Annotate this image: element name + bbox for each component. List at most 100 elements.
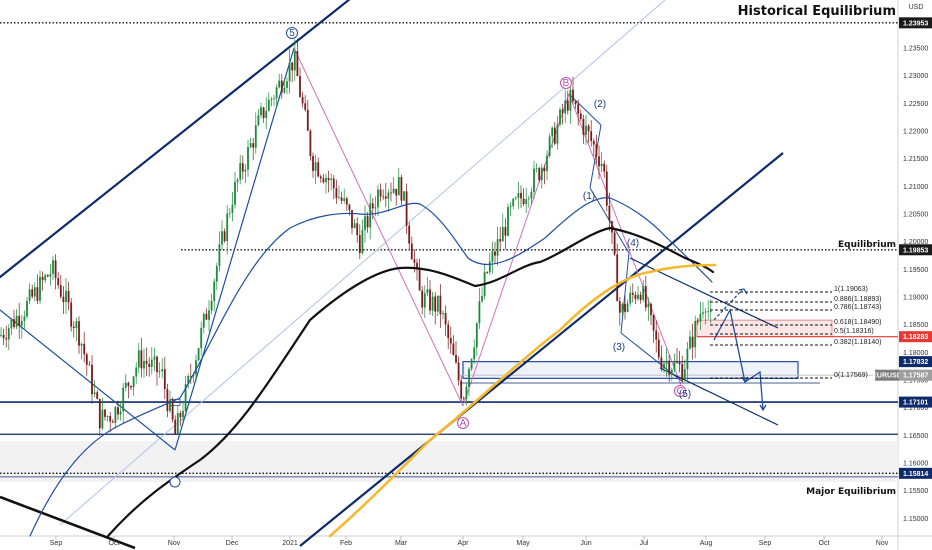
candle-body (65, 290, 67, 303)
candle-body (312, 156, 314, 171)
candle-body (410, 243, 413, 260)
candle-body (80, 343, 83, 346)
candle-body (15, 315, 18, 327)
candle-body (189, 375, 192, 377)
candle-body (577, 104, 580, 114)
candle-body (348, 204, 351, 211)
x-tick-label: Jul (640, 540, 649, 547)
y-tick-label: 1.18000 (903, 350, 928, 357)
candle-body (0, 334, 2, 336)
candle-body (442, 313, 444, 315)
candle-body (494, 251, 496, 256)
fib-label: 0.886(1.18893) (834, 296, 881, 303)
candle-body (275, 87, 278, 99)
candle-body (44, 275, 47, 281)
wave-line-a (0, 309, 176, 451)
candle-body (195, 360, 197, 375)
price-tag-label: 1.18283 (903, 334, 928, 341)
candle-body (358, 235, 361, 254)
candle-body (431, 296, 434, 311)
candle-body (382, 196, 385, 198)
candle-body (23, 316, 26, 322)
x-tick-label: Sep (50, 540, 63, 547)
grid-layer (0, 22, 898, 478)
candle-body (470, 359, 473, 369)
candle-body (161, 369, 164, 372)
candle-body (413, 259, 416, 263)
candle-body (153, 356, 156, 360)
candle-body (150, 359, 153, 367)
candle-body (132, 376, 135, 388)
price-tag-label: 1.23953 (903, 20, 928, 27)
y-tick-label: 1.23000 (903, 73, 928, 80)
annotation-layer: 1(1.19063) 0.886(1.18893)0.786(1.18743) 0.… (169, 27, 881, 488)
wave-label: C (676, 386, 683, 397)
fib-label: 0(1.17569) (834, 372, 868, 379)
candle-body (546, 155, 548, 172)
candle-body (538, 168, 541, 181)
bottom-trend-line (0, 495, 136, 550)
fib-label: 0.618(1.18490) (834, 319, 881, 326)
ma-layer (29, 197, 717, 538)
price-tag (899, 467, 932, 479)
candle-body (556, 124, 559, 144)
candle-body (655, 330, 658, 340)
wave-label: (5) (679, 389, 691, 400)
candle-body (468, 368, 470, 387)
candle-body (75, 321, 78, 329)
x-tick-label: Jun (580, 540, 591, 547)
x-tick-label: Nov (876, 540, 889, 547)
wave-label: A (460, 418, 467, 429)
candle-body (249, 143, 252, 148)
y-tick-label: 1.21000 (903, 184, 928, 191)
candle-body (559, 109, 561, 125)
candle-body (265, 110, 268, 118)
candle-body (390, 192, 392, 194)
y-tick-label: 1.16000 (903, 461, 928, 468)
candle-body (283, 87, 286, 93)
wave-label: (3) (613, 342, 625, 353)
candle-body (499, 239, 502, 242)
candle-body (325, 178, 327, 183)
candle-body (301, 96, 304, 104)
candle-body (239, 163, 242, 180)
fib-label: 1(1.19063) (834, 286, 868, 293)
candle-body (551, 127, 554, 137)
candle-body (176, 413, 179, 434)
candle-body (54, 260, 57, 278)
candle-body (231, 204, 234, 213)
candle-body (122, 387, 125, 412)
wave-label: (1) (583, 191, 595, 202)
candle-body (88, 364, 91, 366)
symbol-tag-label: EURUSD (872, 373, 902, 380)
price-axis (898, 0, 932, 550)
candle-body (13, 319, 15, 327)
candle-body (356, 223, 359, 236)
zone-layer (169, 319, 898, 406)
x-tick-label: Sep (759, 540, 772, 547)
candle-body (5, 338, 8, 340)
candle-body (475, 323, 478, 348)
x-tick-label: Mar (395, 540, 408, 547)
candle-body (634, 294, 637, 299)
candle-body (218, 244, 221, 267)
candle-body (590, 131, 593, 141)
price-tag (899, 331, 932, 343)
candle-body (626, 303, 629, 312)
candle-body (486, 272, 489, 273)
candle-body (135, 367, 138, 377)
candle-body (140, 350, 143, 369)
candle-body (403, 191, 405, 201)
candle-body (288, 62, 291, 82)
abc-leg-b (462, 93, 570, 407)
candle-body (629, 292, 632, 304)
candle-body (252, 143, 255, 148)
price-tag-label: 1.19853 (903, 247, 928, 254)
candle-body (166, 388, 169, 411)
candle-body (572, 89, 574, 102)
candle-body (72, 326, 75, 329)
price-tag (899, 17, 932, 29)
candle-body (254, 125, 257, 148)
candle-body (696, 320, 699, 322)
